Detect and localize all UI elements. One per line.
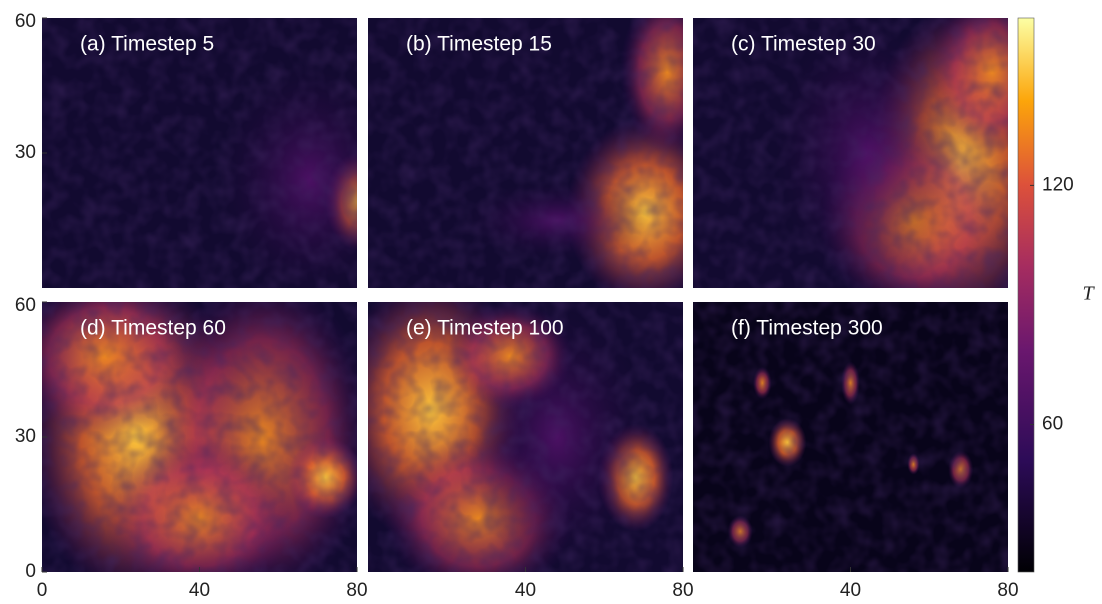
heat-noise — [693, 302, 1008, 572]
heatmap-panel — [693, 302, 1008, 572]
y-tick-label: 0 — [25, 561, 36, 582]
x-tick-label: 80 — [346, 580, 367, 601]
heat-texture — [42, 18, 404, 302]
panel-title: (e) Timestep 100 — [406, 317, 564, 340]
y-tick-label: 30 — [15, 142, 36, 163]
panel-title: (a) Timestep 5 — [80, 33, 214, 56]
heat-noise — [42, 18, 357, 288]
colorbar — [1018, 18, 1034, 572]
panel-title: (d) Timestep 60 — [80, 317, 226, 340]
panel-title: (b) Timestep 15 — [406, 33, 552, 56]
heatmap-panel — [42, 18, 404, 302]
heat-texture — [693, 302, 1008, 572]
x-tick-label: 40 — [515, 580, 536, 601]
heat-noise — [42, 302, 357, 572]
x-tick-label: 80 — [672, 580, 693, 601]
heat-noise — [368, 302, 683, 572]
figure: T (a) Timestep 5 (b) Timestep 15 (c) Times… — [0, 0, 1102, 604]
y-tick-label: 60 — [15, 295, 36, 316]
heat-noise — [693, 18, 1008, 288]
x-tick-label: 40 — [840, 580, 861, 601]
colorbar-tick-label: 60 — [1042, 414, 1063, 435]
x-tick-label: 40 — [189, 580, 210, 601]
panel-title: (c) Timestep 30 — [731, 33, 876, 56]
y-tick-label: 30 — [15, 426, 36, 447]
colorbar-label: T — [1082, 283, 1095, 305]
colorbar-tick-label: 120 — [1042, 174, 1074, 195]
heat-noise — [368, 18, 683, 288]
x-tick-label: 80 — [997, 580, 1018, 601]
y-tick-label: 60 — [15, 11, 36, 32]
x-tick-label: 0 — [37, 580, 48, 601]
panel-title: (f) Timestep 300 — [731, 317, 883, 340]
